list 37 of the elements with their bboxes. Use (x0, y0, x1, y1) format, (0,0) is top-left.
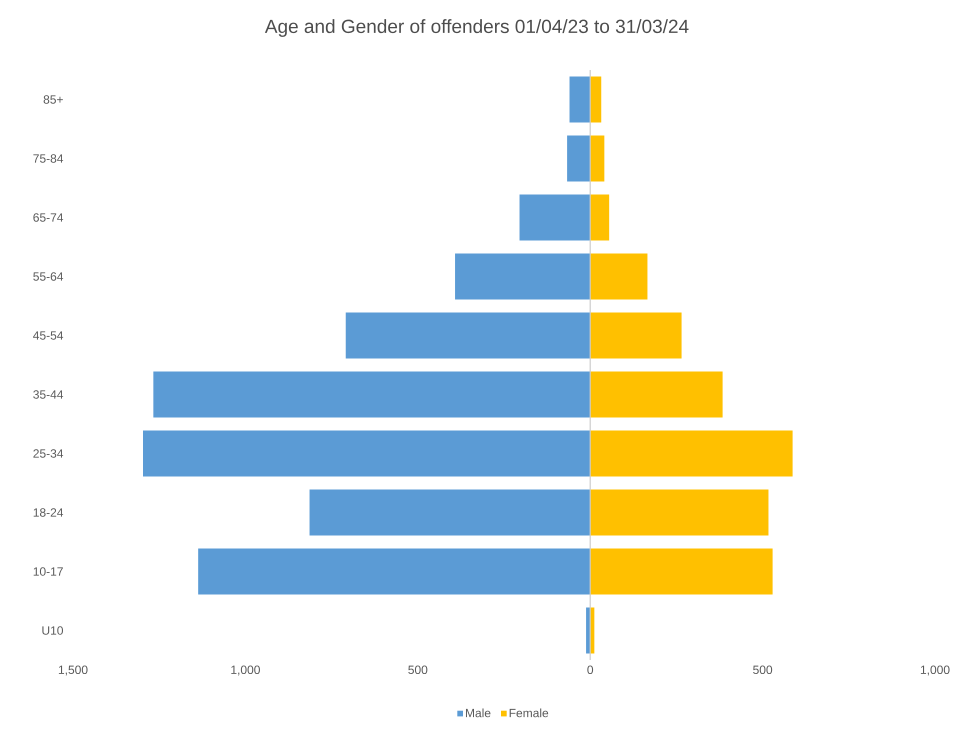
y-tick-label: 18-24 (34, 508, 64, 517)
y-tick-label: 55-64 (33, 272, 64, 281)
bar (520, 194, 590, 241)
x-tick-label: 500 (408, 666, 428, 674)
y-tick-label: 25-34 (33, 449, 64, 458)
y-tick-label: 10-17 (34, 567, 63, 576)
chart-title: Age and Gender of offenders 01/04/23 to 31/03/24 (264, 19, 689, 37)
x-tick-label: 1,000 (231, 666, 260, 676)
y-tick-label: 35-44 (33, 390, 64, 399)
bar (590, 490, 768, 536)
bar (590, 430, 793, 477)
legend-label: Male (466, 708, 490, 718)
x-tick-label: 0 (587, 666, 594, 674)
bar (590, 136, 604, 182)
bar (346, 312, 590, 359)
bar (590, 372, 723, 418)
bar (590, 194, 610, 241)
y-tick-label: 45-54 (33, 331, 64, 340)
x-tick-label: 1,500 (58, 666, 88, 676)
y-tick-label: 75-84 (33, 154, 64, 163)
x-tick-label: 500 (753, 666, 772, 674)
x-tick-label: 1,000 (920, 666, 950, 676)
y-tick-label: 85+ (44, 95, 63, 104)
bar (310, 490, 590, 536)
bar (570, 76, 590, 123)
legend-label: Female (510, 708, 548, 718)
bar (567, 136, 590, 182)
y-tick-label: 65-74 (33, 213, 64, 222)
bar (590, 254, 648, 300)
bar (455, 254, 590, 300)
bar (590, 312, 682, 359)
bar (590, 548, 773, 595)
bar (198, 548, 590, 595)
bar (153, 372, 590, 418)
bar (143, 430, 590, 477)
bar (590, 76, 602, 123)
y-tick-label: U10 (42, 626, 64, 635)
